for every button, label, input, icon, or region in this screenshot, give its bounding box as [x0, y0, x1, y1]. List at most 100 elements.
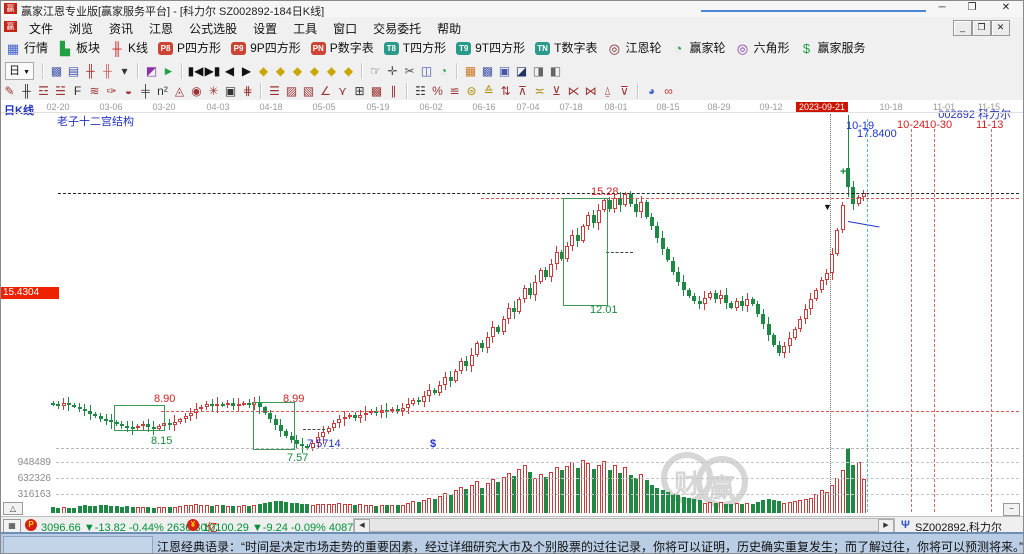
- t-number-table-button[interactable]: TN T数字表: [530, 37, 602, 60]
- scroll-left-button[interactable]: ◀: [354, 519, 370, 533]
- chart-tool-15[interactable]: ◆: [292, 63, 303, 78]
- chart-tool-11[interactable]: ◀: [224, 63, 235, 78]
- gann-drawing-tool-13[interactable]: ▣: [224, 83, 237, 98]
- gann-drawing-tool-34[interactable]: ⋉: [567, 83, 580, 98]
- gann-drawing-tool-11[interactable]: ◉: [191, 83, 202, 98]
- mdi-minimize-button[interactable]: _: [953, 20, 972, 36]
- gann-drawing-tool-40[interactable]: ∞: [664, 83, 673, 98]
- menu-交易委托[interactable]: 交易委托: [373, 22, 422, 36]
- winner-wheel-button[interactable]: ◔ 赢家轮: [666, 37, 730, 60]
- chart-tool-29[interactable]: ◪: [515, 63, 528, 78]
- window-restore-button[interactable]: ❐: [967, 2, 977, 13]
- window-minimize-button[interactable]: ─: [938, 2, 946, 13]
- gann-drawing-tool-23[interactable]: ∥: [390, 83, 397, 98]
- gann-drawing-tool-3[interactable]: ☱: [55, 83, 66, 98]
- menu-帮助[interactable]: 帮助: [437, 22, 462, 36]
- chart-tool-6[interactable]: ◩: [145, 63, 158, 78]
- gann-drawing-tool-39[interactable]: ◕: [647, 83, 656, 98]
- chart-tool-28[interactable]: ▣: [498, 63, 511, 78]
- gann-drawing-tool-10[interactable]: ◬: [174, 83, 185, 98]
- chart-tool-1[interactable]: ▤: [67, 63, 80, 78]
- gann-drawing-tool-25[interactable]: ☷: [415, 83, 426, 98]
- chart-tool-17[interactable]: ◆: [326, 63, 337, 78]
- gann-drawing-tool-2[interactable]: ☲: [38, 83, 49, 98]
- chart-tool-20[interactable]: ☞: [370, 63, 381, 78]
- menu-资讯[interactable]: 资讯: [109, 22, 134, 36]
- gann-drawing-tool-20[interactable]: ⋎: [338, 83, 347, 98]
- kline-chart-area[interactable]: 02-20 03-06 03-20 04-03 04-18 05-05 05-19 06-02…: [1, 100, 1023, 516]
- p-number-table-button[interactable]: PN P数字表: [306, 37, 379, 60]
- chart-tool-13[interactable]: ◆: [258, 63, 269, 78]
- gann-wheel-button[interactable]: ◎ 江恩轮: [602, 37, 666, 60]
- gann-drawing-tool-8[interactable]: ╪: [141, 83, 150, 98]
- chart-tool-21[interactable]: ✛: [387, 63, 398, 78]
- menu-窗口[interactable]: 窗口: [333, 22, 358, 36]
- chart-horizontal-scrollbar[interactable]: ◀ ▶: [353, 518, 895, 533]
- gann-drawing-tool-16[interactable]: ☰: [269, 83, 280, 98]
- mdi-restore-button[interactable]: ❐: [972, 20, 991, 36]
- gann-drawing-tool-7[interactable]: ◒: [124, 83, 133, 98]
- chart-tool-16[interactable]: ◆: [309, 63, 320, 78]
- chart-tool-0[interactable]: ▩: [50, 63, 63, 78]
- gann-drawing-tool-4[interactable]: F: [73, 83, 82, 98]
- p-square-button[interactable]: P8 P四方形: [153, 37, 226, 60]
- t-square-button[interactable]: T8 T四方形: [379, 37, 451, 60]
- chart-tool-22[interactable]: ✂: [404, 63, 415, 78]
- chart-tool-7[interactable]: ►: [162, 63, 175, 78]
- chart-tool-18[interactable]: ◆: [343, 63, 354, 78]
- gann-drawing-tool-12[interactable]: ✳: [208, 83, 219, 98]
- gann-drawing-tool-28[interactable]: ⊜: [466, 83, 477, 98]
- quotes-button[interactable]: ▦ 行情: [1, 37, 53, 60]
- menu-设置[interactable]: 设置: [253, 22, 278, 36]
- chart-tool-23[interactable]: ◫: [420, 63, 433, 78]
- chart-tool-26[interactable]: ▦: [464, 63, 477, 78]
- chart-tool-31[interactable]: ◧: [549, 63, 562, 78]
- gann-drawing-tool-18[interactable]: ▧: [302, 83, 315, 98]
- gann-drawing-tool-0[interactable]: ✎: [4, 83, 15, 98]
- chart-tool-14[interactable]: ◆: [275, 63, 286, 78]
- period-dropdown[interactable]: 日 ▼: [5, 62, 34, 80]
- volume-pane-collapse-button[interactable]: △: [3, 502, 23, 515]
- gann-drawing-tool-29[interactable]: ≙: [483, 83, 494, 98]
- menu-公式选股[interactable]: 公式选股: [189, 22, 238, 36]
- gann-drawing-tool-36[interactable]: ⍙: [603, 83, 612, 98]
- gann-drawing-tool-27[interactable]: ≌: [449, 83, 460, 98]
- menu-江恩[interactable]: 江恩: [149, 22, 174, 36]
- gann-drawing-tool-9[interactable]: n²: [157, 83, 168, 98]
- chart-tool-10[interactable]: ▶▮: [204, 63, 221, 78]
- p9-square-button[interactable]: P9 9P四方形: [226, 37, 306, 60]
- gann-drawing-tool-5[interactable]: ≋: [89, 83, 100, 98]
- chart-tool-9[interactable]: ▮◀: [187, 63, 204, 78]
- gann-drawing-tool-30[interactable]: ⇅: [500, 83, 511, 98]
- gann-drawing-tool-22[interactable]: ▩: [370, 83, 383, 98]
- chart-tool-27[interactable]: ▩: [481, 63, 494, 78]
- mdi-close-button[interactable]: ✕: [991, 20, 1010, 36]
- kline-button[interactable]: ╫ K线: [105, 37, 153, 60]
- gann-drawing-tool-19[interactable]: ∠: [320, 83, 331, 98]
- gann-drawing-tool-33[interactable]: ⊻: [552, 83, 561, 98]
- gann-drawing-tool-37[interactable]: ⊽: [620, 83, 629, 98]
- chart-tool-2[interactable]: ╫: [86, 63, 95, 78]
- gann-drawing-tool-21[interactable]: ⊞: [354, 83, 365, 98]
- winner-service-button[interactable]: $ 赢家服务: [795, 37, 871, 60]
- gann-drawing-tool-31[interactable]: ⊼: [518, 83, 527, 98]
- grid-icon[interactable]: ▦: [3, 519, 21, 533]
- menu-工具[interactable]: 工具: [293, 22, 318, 36]
- volume-pane-minimize-button[interactable]: −: [1003, 503, 1020, 516]
- window-close-button[interactable]: ✕: [1001, 2, 1011, 13]
- gann-drawing-tool-26[interactable]: %: [432, 83, 443, 98]
- menu-浏览[interactable]: 浏览: [69, 22, 94, 36]
- gann-drawing-tool-1[interactable]: ╫: [22, 83, 31, 98]
- scroll-right-button[interactable]: ▶: [878, 519, 894, 533]
- chart-tool-4[interactable]: ▾: [121, 63, 128, 78]
- chart-tool-24[interactable]: ◔: [439, 63, 448, 78]
- gann-drawing-tool-14[interactable]: ⋕: [242, 83, 253, 98]
- chart-tool-12[interactable]: ▶: [241, 63, 252, 78]
- hexagon-button[interactable]: ◎ 六角形: [731, 37, 795, 60]
- menu-文件[interactable]: 文件: [29, 22, 54, 36]
- sectors-button[interactable]: ▙ 板块: [53, 37, 105, 60]
- gann-drawing-tool-35[interactable]: ⋈: [584, 83, 597, 98]
- gann-drawing-tool-17[interactable]: ▨: [285, 83, 298, 98]
- gann-drawing-tool-32[interactable]: ≍: [534, 83, 545, 98]
- chart-tool-3[interactable]: ╫: [103, 63, 112, 78]
